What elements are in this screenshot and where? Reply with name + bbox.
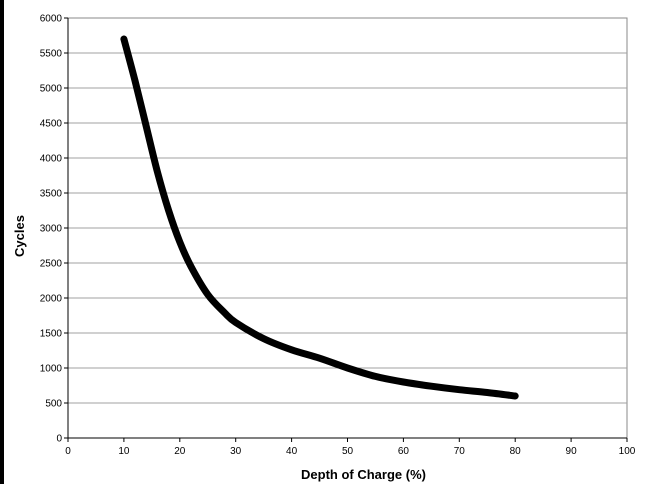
y-tick-label: 500 — [45, 399, 62, 410]
y-axis-title: Cycles — [12, 215, 27, 257]
y-tick-label: 6000 — [40, 14, 63, 25]
x-tick-label: 20 — [174, 446, 186, 457]
y-tick-label: 1000 — [40, 364, 63, 375]
y-tick-label: 1500 — [40, 329, 63, 340]
y-tick-label: 3000 — [40, 224, 63, 235]
x-tick-label: 100 — [619, 446, 636, 457]
y-axis-ticks: 0 500 1000 1500 2000 2500 3000 3500 4000 4500 5000… — [40, 14, 68, 445]
x-tick-label: 40 — [286, 446, 298, 457]
x-tick-label: 60 — [398, 446, 410, 457]
gridlines — [68, 52, 627, 404]
x-tick-label: 70 — [454, 446, 466, 457]
y-tick-label: 0 — [56, 434, 62, 445]
x-tick-label: 30 — [230, 446, 242, 457]
series-line — [120, 35, 519, 400]
y-tick-label: 5000 — [40, 84, 63, 95]
x-tick-label: 50 — [342, 446, 354, 457]
y-tick-label: 5500 — [40, 49, 63, 60]
x-tick-label: 10 — [118, 446, 130, 457]
y-tick-label: 2500 — [40, 259, 63, 270]
y-tick-label: 4000 — [40, 154, 63, 165]
x-tick-label: 90 — [566, 446, 578, 457]
frame-left-edge — [0, 0, 4, 484]
y-tick-label: 3500 — [40, 189, 63, 200]
series-layer — [120, 35, 519, 400]
x-tick-label: 0 — [65, 446, 71, 457]
x-tick-label: 80 — [510, 446, 522, 457]
y-tick-label: 2000 — [40, 294, 63, 305]
x-axis-ticks: 0 10 20 30 40 50 60 70 80 90 100 — [65, 438, 636, 457]
x-axis-title: Depth of Charge (%) — [301, 467, 426, 482]
y-tick-label: 4500 — [40, 119, 63, 130]
